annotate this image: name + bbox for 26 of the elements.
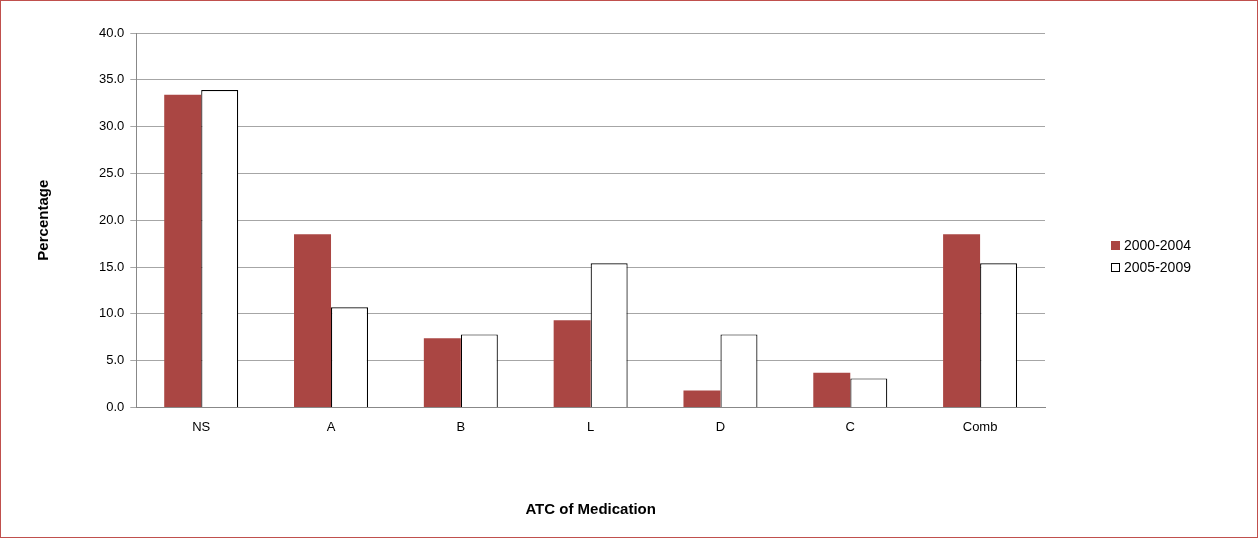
- text: 2005-2009: [1124, 259, 1191, 275]
- y-tick-label: 40.0: [98, 24, 125, 40]
- x-tick-label: NS: [192, 418, 211, 434]
- bar: [943, 234, 981, 407]
- y-tick-label: 5.0: [106, 352, 125, 368]
- x-axis-title: ATC of Medication: [525, 500, 656, 518]
- bar: [294, 234, 332, 407]
- y-tick-label: 15.0: [98, 258, 125, 274]
- x-tick-label: B: [456, 418, 466, 434]
- y-tick-label: 20.0: [98, 211, 125, 227]
- bar: [683, 390, 721, 407]
- y-tick-label: 10.0: [98, 305, 125, 321]
- bar: [813, 372, 851, 407]
- y-tick-label: 35.0: [98, 71, 125, 87]
- bar: [164, 94, 202, 407]
- x-tick-label: L: [587, 418, 595, 434]
- y-axis-title: Percentage: [34, 179, 52, 261]
- x-tick-label: D: [715, 418, 726, 434]
- y-tick-label: 30.0: [98, 118, 125, 134]
- x-tick-label: A: [326, 418, 336, 434]
- legend-label: 2000-2004: [1124, 237, 1191, 253]
- y-tick-label: 25.0: [98, 164, 125, 180]
- y-tick-label: 0.0: [106, 398, 125, 414]
- x-tick-label: C: [845, 418, 855, 434]
- x-tick-label: Comb: [962, 418, 998, 434]
- bar: [423, 338, 461, 407]
